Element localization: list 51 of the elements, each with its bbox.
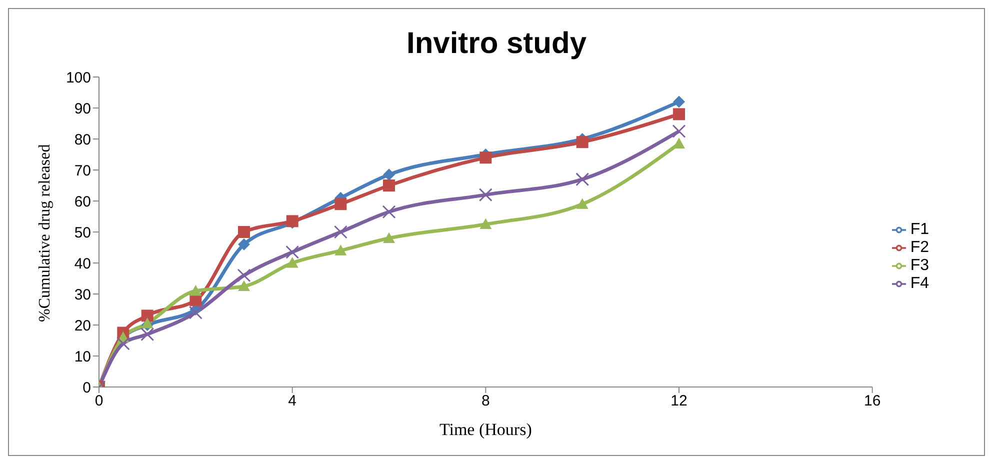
point <box>116 336 130 350</box>
point <box>672 124 686 138</box>
x-tick-label: 4 <box>288 392 297 410</box>
point <box>480 218 492 230</box>
point <box>383 232 395 243</box>
y-tick-label: 40 <box>74 255 91 272</box>
x-tick-label: 8 <box>481 392 490 410</box>
point <box>334 225 348 239</box>
x-tick-label: 12 <box>670 392 688 410</box>
legend-label: F4 <box>910 275 929 292</box>
point <box>382 205 396 219</box>
y-tick-label: 30 <box>74 286 91 304</box>
y-tick-label: 10 <box>74 348 91 366</box>
y-tick-label: 60 <box>74 193 91 210</box>
point <box>478 188 492 202</box>
chart-title: Invitro study <box>405 27 588 62</box>
point <box>576 136 588 148</box>
point <box>334 244 347 256</box>
point <box>141 317 154 328</box>
y-tick-label: 50 <box>74 224 91 242</box>
point <box>672 108 685 120</box>
point <box>286 245 300 259</box>
point <box>480 152 492 164</box>
x-tick-label: 16 <box>864 392 881 410</box>
point <box>383 168 395 181</box>
point <box>238 238 250 250</box>
point <box>672 96 685 108</box>
point <box>576 198 588 209</box>
point <box>190 284 202 296</box>
legend-label: F2 <box>910 239 929 256</box>
y-tick-label: 70 <box>74 162 91 180</box>
y-tick-label: 0 <box>82 379 91 396</box>
point <box>141 310 154 322</box>
y-tick-label: 80 <box>74 131 91 148</box>
point <box>238 226 250 238</box>
point <box>286 257 298 268</box>
point <box>140 328 154 342</box>
point <box>237 268 251 282</box>
point <box>334 198 347 210</box>
legend-label: F1 <box>910 221 929 238</box>
x-axis-title: Time (Hours) <box>439 420 532 439</box>
y-tick-label: 20 <box>74 317 91 334</box>
point <box>383 180 395 192</box>
x-tick-label: 0 <box>94 392 104 410</box>
point <box>576 172 590 186</box>
legend-label: F3 <box>910 257 929 274</box>
y-tick-label: 100 <box>66 69 91 86</box>
y-axis-title: %Cumulative drug released <box>36 144 54 322</box>
point <box>188 306 202 320</box>
point <box>238 280 250 292</box>
y-tick-label: 90 <box>74 100 91 118</box>
